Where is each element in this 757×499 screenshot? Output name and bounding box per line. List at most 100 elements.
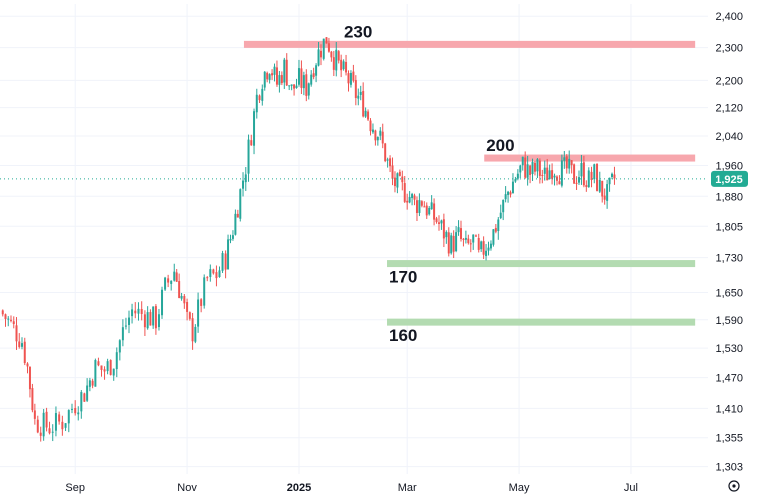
candle-body [67,410,70,424]
candle-body [106,361,109,372]
candle-body [533,162,536,172]
level-label-200: 200 [486,136,514,155]
last-price-badge-text: 1,925 [715,174,743,186]
candle-body [467,238,470,244]
candle-body [577,177,580,183]
candle-body [234,213,237,235]
candle-body [253,111,256,146]
candle-body [611,173,614,178]
time-tick-label: Mar [398,482,417,494]
candle-body [575,182,578,184]
settings-button[interactable] [728,480,740,492]
candle-body [242,180,245,189]
candle-body [152,306,155,326]
candle-body [164,277,167,290]
candle-body [509,192,512,195]
candle-body [18,341,21,347]
candle-body [215,272,218,279]
candle-body [86,385,89,401]
price-tick-label: 2,120 [715,103,743,115]
candle-body [140,309,143,314]
candle-body [302,75,305,89]
candle-body [551,170,554,179]
candle-body [511,181,514,194]
candle-body [492,229,495,245]
candle-body [332,57,335,70]
price-tick-label: 1,410 [715,403,743,415]
candle-body [183,296,186,304]
candle-body [435,218,438,223]
candle-body [428,207,431,215]
candle-body [384,143,387,162]
candle-body [94,360,97,387]
candle-body [154,306,157,329]
candle-body [45,411,48,428]
level-band-230 [243,40,696,48]
candle-body [83,393,86,402]
candle-body [502,199,505,213]
candle-body [452,235,455,252]
candle-body [401,176,404,183]
candle-body [381,131,384,144]
candle-body [64,423,67,428]
candle-body [340,59,343,71]
candle-body [349,72,352,85]
candle-body [406,200,409,203]
candle-body [376,137,379,141]
gear-icon[interactable] [728,480,740,492]
candle-body [97,361,100,366]
price-axis[interactable]: 2,400 2,300 2,200 2,120 2,040 1,960 1,880 1,805… [715,11,743,473]
candle-body [268,74,271,80]
candle-body [364,110,367,117]
level-label-170: 170 [389,268,417,287]
candle-body [128,317,131,325]
candle-body [524,157,527,178]
candle-body [290,84,293,86]
candle-body [91,380,94,386]
candle-body [347,73,350,84]
candle-body [474,235,477,237]
candle-body [504,194,507,200]
candle-body [489,243,492,249]
candle-body [48,428,51,434]
candle-body [271,73,274,76]
candle-body [367,111,370,120]
candle-body [236,213,239,218]
candle-body [526,164,529,178]
candle-body [218,270,221,277]
candle-body [221,253,224,271]
time-tick-label: Nov [177,482,197,494]
candle-body [312,73,315,78]
candle-body [393,177,396,187]
candle-body [590,171,593,181]
candle-body [541,174,544,176]
candle-body [288,85,291,87]
candle-body [558,181,561,185]
candle-body [33,410,36,419]
price-tick-label: 1,530 [715,343,743,355]
candle-body [531,162,534,175]
candle-body [472,234,475,243]
candle-body [327,43,330,52]
candle-body [357,95,360,99]
candle-body [266,72,269,80]
candle-body [391,165,394,179]
time-axis[interactable]: Sep Nov 2025 Mar May Jul [65,482,638,494]
candle-body [258,95,261,101]
candle-body [352,71,355,81]
candle-body [255,94,258,113]
candle-body [278,75,281,85]
candle-body [514,179,517,182]
candle-body [121,327,124,341]
candle-body [4,314,7,320]
candle-body [112,368,115,376]
candle-body [146,312,149,329]
candle-body [157,314,160,328]
candle-body [61,421,64,430]
candle-body [21,343,24,347]
candle-body [167,278,170,283]
last-price-badge: 1,925 [711,170,748,187]
candle-body [7,318,10,320]
